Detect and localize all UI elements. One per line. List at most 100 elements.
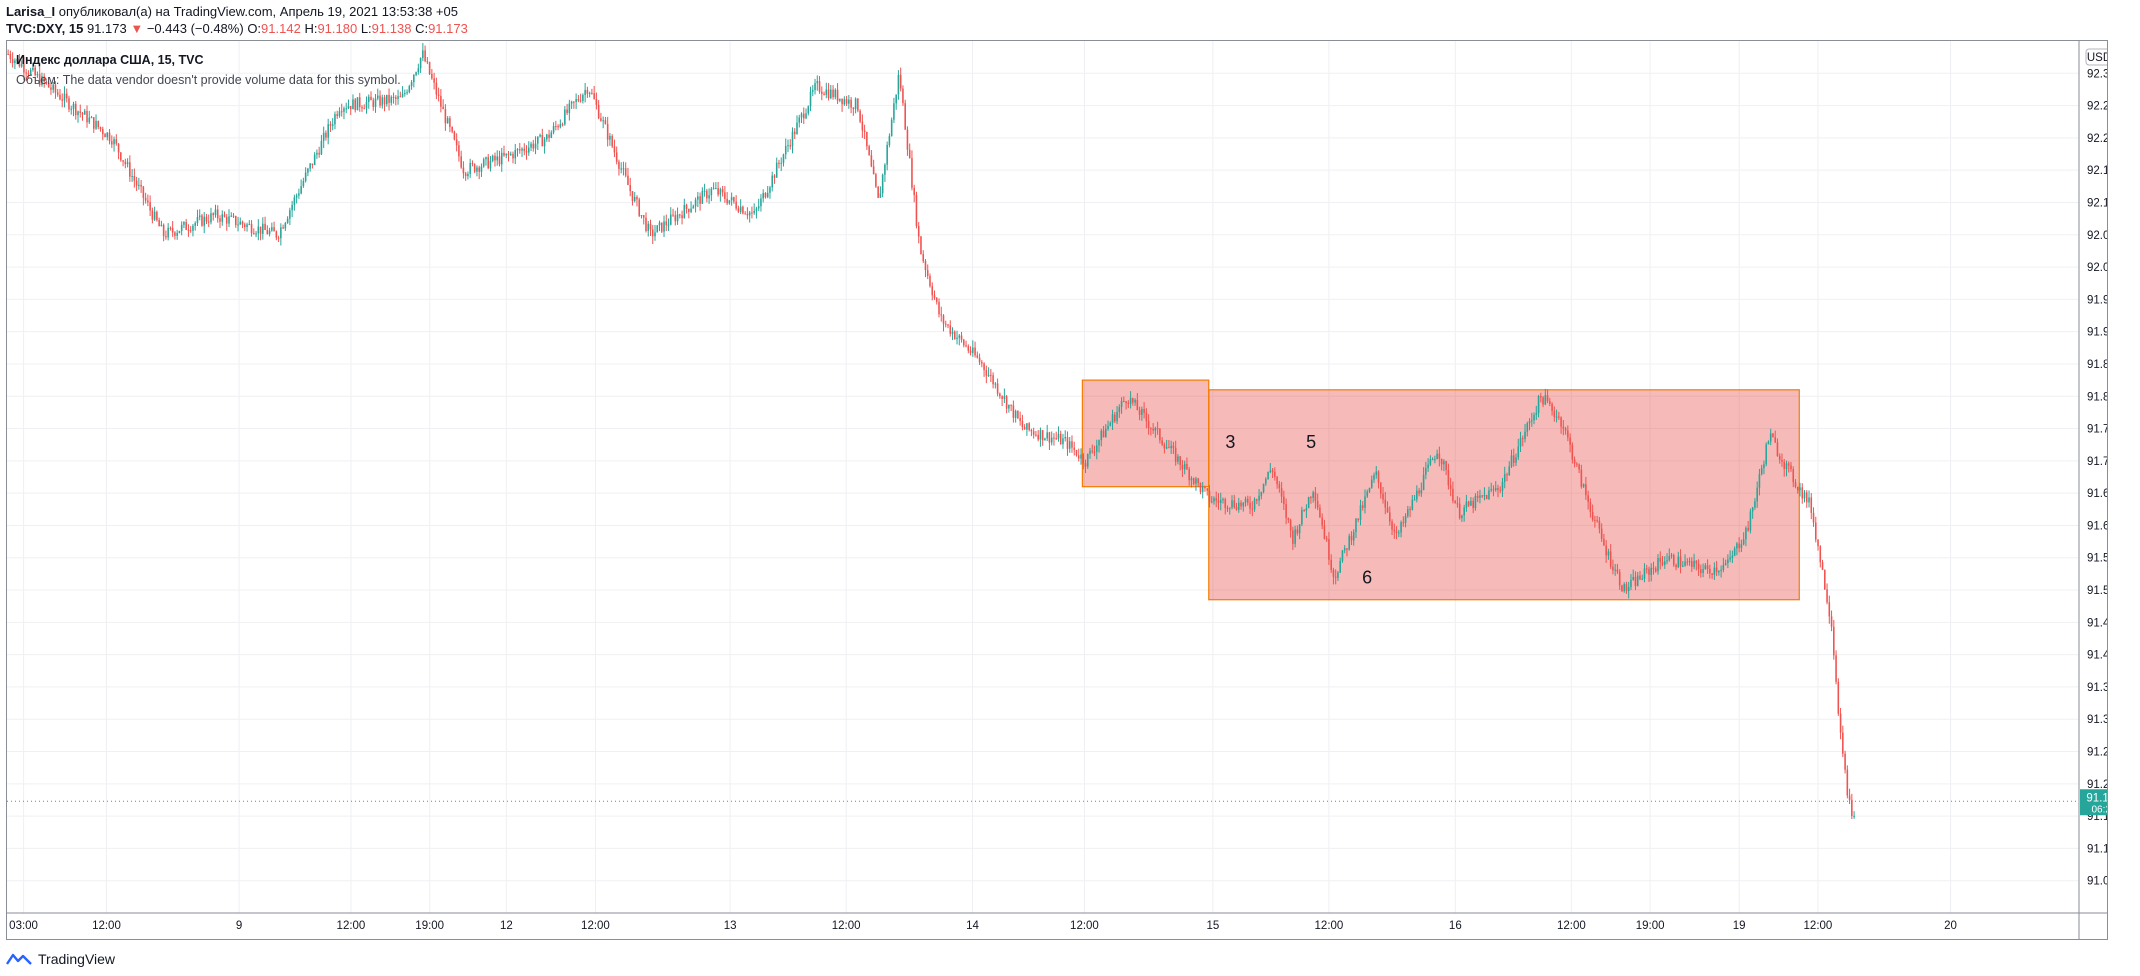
- candle-body: [1283, 496, 1285, 504]
- brand-name[interactable]: TradingView: [38, 951, 116, 967]
- candle-body: [187, 229, 190, 231]
- candle-body: [92, 117, 95, 129]
- candle-body: [1287, 517, 1290, 520]
- candle-body: [886, 144, 888, 165]
- candle-body: [234, 216, 237, 226]
- candle-body: [370, 96, 372, 101]
- candle-body: [1614, 569, 1616, 571]
- candle-body: [890, 119, 893, 137]
- candle-body: [349, 106, 352, 110]
- candle-body: [248, 223, 251, 225]
- candle-body: [347, 106, 350, 109]
- candle-body: [433, 78, 435, 83]
- candle-body: [703, 190, 706, 192]
- candle-body: [1745, 527, 1747, 540]
- candle-body: [1174, 447, 1177, 462]
- candle-body: [1064, 437, 1067, 439]
- symbol-label[interactable]: TVC:DXY, 15: [6, 21, 84, 36]
- x-tick-label: 03:00: [9, 920, 38, 932]
- candle-body: [1071, 441, 1073, 448]
- candle-body: [395, 97, 397, 99]
- candle-body: [888, 136, 891, 145]
- candle-body: [1636, 575, 1639, 586]
- price-chart[interactable]: 03:00 12:00 9 12:00 19:00 12 12:00 13 12:00 14 12:…: [7, 41, 2107, 939]
- candle-body: [1794, 482, 1797, 487]
- series-title[interactable]: Индекс доллара США, 15, TVC: [16, 53, 204, 67]
- candle-body: [165, 236, 167, 238]
- candle-body: [1485, 494, 1488, 500]
- tradingview-logo-icon[interactable]: [6, 952, 32, 966]
- candle-body: [902, 88, 904, 104]
- candle-body: [861, 121, 864, 131]
- candle-body: [244, 224, 246, 228]
- candle-body: [638, 199, 641, 216]
- candle-body: [595, 98, 598, 105]
- candle-body: [167, 227, 169, 238]
- candle-body: [1305, 508, 1308, 511]
- candle-body: [807, 106, 810, 114]
- candle-body: [1607, 551, 1610, 556]
- candle-body: [467, 173, 469, 177]
- candle-body: [1465, 501, 1468, 508]
- candle-body: [413, 74, 415, 83]
- candle-body: [870, 155, 873, 167]
- candle-body: [1679, 556, 1682, 567]
- chart-area[interactable]: 03:00 12:00 9 12:00 19:00 12 12:00 13 12:00 14 12:…: [6, 40, 2108, 940]
- candle-body: [1826, 589, 1828, 603]
- y-tick-label: 91.850: [2087, 359, 2107, 371]
- candle-body: [1269, 470, 1272, 473]
- candle-body: [1330, 559, 1332, 570]
- candle-body: [575, 99, 577, 102]
- x-tick-label: 20: [1944, 920, 1957, 932]
- candle-body: [1738, 543, 1740, 549]
- candle-body: [640, 215, 643, 217]
- candle-body: [1533, 414, 1535, 421]
- candle-body: [131, 175, 133, 177]
- candle-body: [1400, 522, 1402, 533]
- candle-body: [949, 325, 952, 334]
- candle-body: [282, 227, 284, 229]
- candle-body: [225, 216, 228, 224]
- candle-body: [1201, 486, 1204, 492]
- candle-body: [228, 216, 230, 224]
- y-tick-label: 91.200: [2087, 779, 2107, 791]
- candle-body: [435, 82, 438, 95]
- candle-body: [1429, 459, 1432, 465]
- candle-body: [1301, 509, 1303, 525]
- y-tick-label: 91.950: [2087, 294, 2107, 306]
- candle-body: [854, 98, 857, 109]
- candle-body: [1134, 399, 1136, 403]
- candle-body: [142, 186, 145, 198]
- open-label: O:: [247, 21, 262, 36]
- candle-body: [1526, 423, 1529, 432]
- candle-body: [1551, 403, 1553, 411]
- candle-body: [446, 118, 449, 124]
- candle-body: [485, 157, 487, 160]
- candle-body: [505, 153, 508, 156]
- candle-body: [1688, 561, 1691, 563]
- candle-body: [1801, 487, 1804, 499]
- candle-body: [1790, 465, 1792, 470]
- candle-body: [651, 229, 654, 237]
- candle-body: [266, 230, 269, 235]
- candle-body: [872, 166, 875, 175]
- candle-body: [606, 124, 609, 140]
- candle-body: [1785, 463, 1788, 470]
- candle-body: [1086, 453, 1089, 467]
- candle-body: [1420, 490, 1423, 494]
- candle-body: [1253, 499, 1256, 510]
- candle-body: [1519, 438, 1522, 447]
- candle-body: [1643, 568, 1646, 579]
- candle-body: [444, 109, 447, 124]
- candle-body: [1778, 455, 1781, 460]
- candle-body: [1186, 463, 1188, 470]
- candle-body: [331, 124, 334, 126]
- candle-body: [1278, 484, 1281, 489]
- candle-body: [86, 110, 88, 123]
- candle-body: [1805, 492, 1808, 503]
- candle-body: [685, 204, 688, 209]
- candle-body: [974, 347, 976, 356]
- volume-note: Объем: The data vendor doesn't provide v…: [16, 73, 401, 87]
- author-name[interactable]: Larisa_I: [6, 4, 56, 19]
- candle-body: [203, 216, 206, 226]
